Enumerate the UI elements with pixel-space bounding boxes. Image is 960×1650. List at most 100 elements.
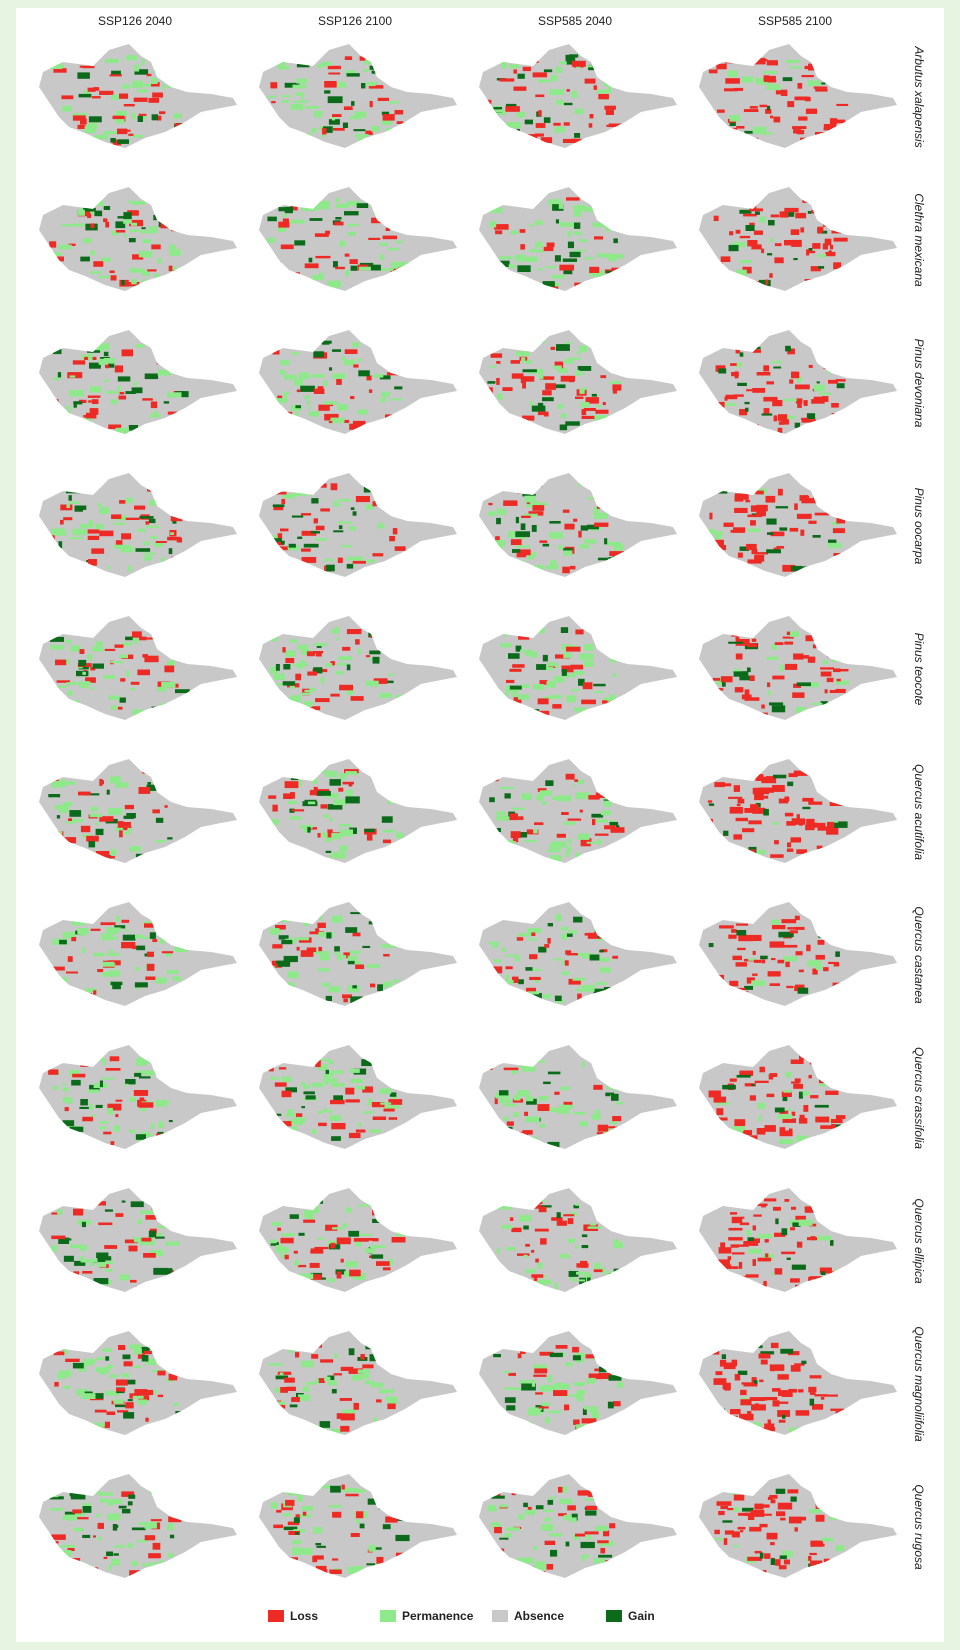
map-patch [509,813,518,820]
map-patch [295,674,301,681]
map-patch [510,686,522,690]
map-patch [317,1111,323,1114]
map-patch [146,1390,153,1395]
map-patch [362,946,370,948]
map-patch [593,684,605,687]
map-patch [95,524,103,530]
map-patch [573,978,586,981]
map-patch [169,266,173,272]
map-patch [292,1397,300,1402]
map-patch [345,796,359,803]
map-patch [111,95,118,101]
map-patch [566,695,576,702]
map-patch [336,671,344,675]
map-patch [119,396,127,400]
map-patch [756,511,766,517]
map-patch [557,1108,569,1114]
map-patch [551,347,556,350]
map-patch [813,535,821,538]
map-patch [78,210,85,216]
map-patch [770,1073,778,1077]
map-patch [126,813,136,818]
map-patch [281,1238,294,1244]
map-patch [273,1525,283,1529]
map-patch [750,520,756,525]
map-patch [290,686,295,689]
map-patch [320,508,330,511]
map-patch [495,230,502,234]
map-patch [111,514,121,519]
map-patch [330,1243,335,1248]
map-patch [533,829,538,833]
map-patch [799,970,804,973]
map-patch [748,1237,755,1241]
map-patch [566,342,571,344]
map-patch [159,111,165,114]
map-patch [794,927,805,930]
map-patch [313,643,328,646]
map-patch [548,1500,554,1505]
map-patch [809,1075,812,1079]
map-patch [326,851,332,853]
map-patch [149,1562,159,1564]
map-patch [294,101,308,103]
map-patch [129,1345,141,1349]
map-patch [598,253,611,258]
map-patch [356,496,370,502]
map-patch [569,838,572,844]
map-patch [723,1383,731,1390]
map-patch [330,1100,345,1104]
map-patch [783,399,797,402]
map-patch [779,1420,786,1423]
map-patch [566,647,581,652]
map-patch [564,122,570,125]
figure: SSP126 2040SSP126 2100SSP585 2040SSP585 … [0,0,960,1650]
map-patch [567,846,571,851]
map-patch [759,1380,763,1383]
map-patch [764,408,770,414]
map-patch [545,1541,556,1545]
map-patch [144,1522,157,1529]
map-patch [80,257,90,262]
map-patch [301,693,311,695]
map-patch [531,552,537,557]
map-patch [324,559,333,562]
map-patch [724,403,736,406]
map-patch [606,125,617,127]
map-patch [129,1246,138,1252]
map-patch [372,1238,378,1241]
map-patch [538,403,543,408]
map-patch [533,505,545,511]
map-patch [568,930,577,933]
map-patch [585,933,597,936]
map-patch [360,1524,365,1529]
map-patch [345,1088,354,1095]
map-patch [746,1274,759,1277]
map-patch [91,929,101,931]
map-patch [285,658,294,663]
map-patch [132,387,143,393]
page: SSP126 2040SSP126 2100SSP585 2040SSP585 … [0,0,960,1650]
map-patch [82,1117,93,1122]
map-patch [598,94,609,99]
map-patch [363,69,370,72]
map-patch [763,71,778,74]
map-patch [518,979,524,984]
map-patch [349,526,356,531]
map-patch [544,69,552,72]
map-patch [802,75,814,77]
map-patch [589,123,593,128]
map-patch [153,411,158,416]
map-patch [273,507,283,510]
map-patch [809,1509,822,1513]
map-patch [165,805,168,808]
map-patch [342,1485,345,1490]
map-patch [352,342,359,347]
map-patch [570,566,576,570]
map-patch [329,421,333,423]
map-patch [331,1083,345,1087]
map-patch [152,939,157,942]
map-patch [538,268,543,271]
map-patch [549,1533,562,1536]
map-patch [567,89,570,92]
